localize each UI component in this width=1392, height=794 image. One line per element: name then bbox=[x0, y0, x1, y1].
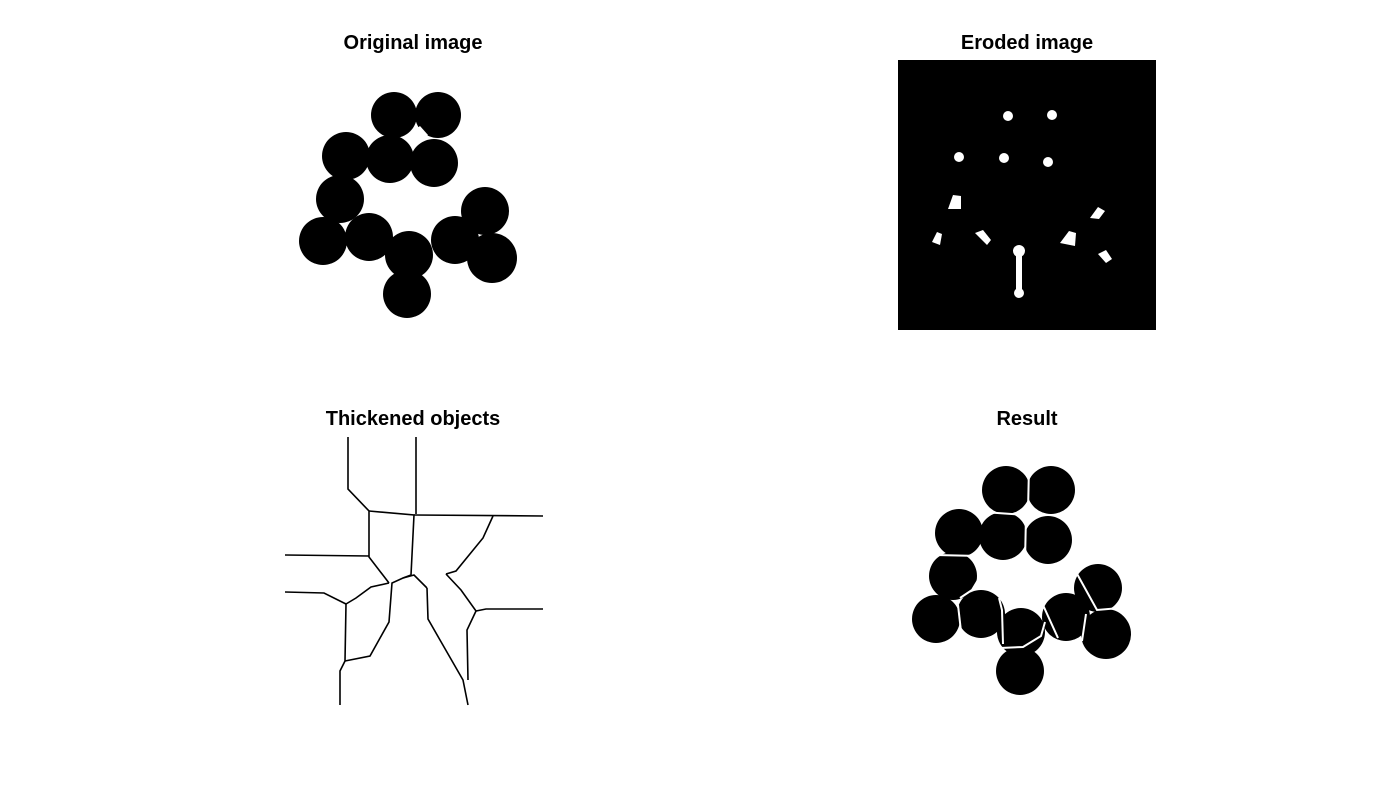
eroded-image-title: Eroded image bbox=[960, 32, 1094, 54]
thickened-objects-title: Thickened objects bbox=[325, 408, 501, 430]
result-image bbox=[912, 465, 1131, 695]
original-image bbox=[299, 92, 517, 318]
thickened-objects-image bbox=[285, 437, 544, 706]
original-image-title: Original image bbox=[343, 32, 483, 54]
result-title: Result bbox=[996, 408, 1058, 430]
eroded-image bbox=[898, 60, 1156, 330]
